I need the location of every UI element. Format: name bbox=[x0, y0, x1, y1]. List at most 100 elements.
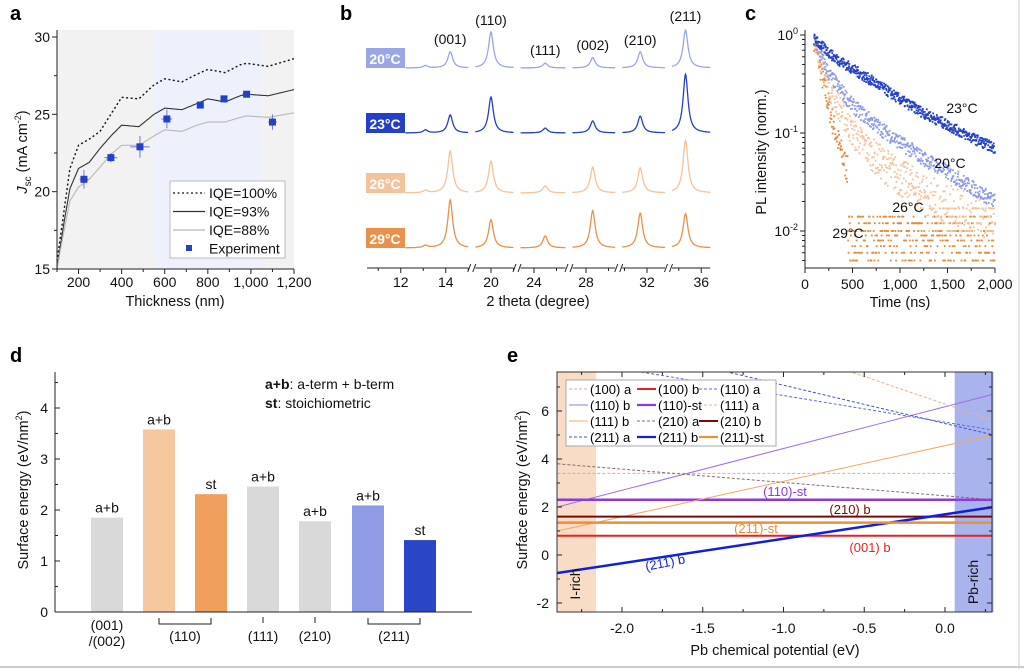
data-point bbox=[945, 124, 948, 127]
data-point bbox=[859, 126, 862, 129]
data-point bbox=[983, 201, 986, 204]
data-point bbox=[948, 164, 951, 167]
data-point bbox=[931, 158, 934, 161]
data-point bbox=[900, 97, 902, 99]
data-point bbox=[915, 104, 918, 107]
data-point bbox=[983, 142, 986, 145]
data-point bbox=[876, 166, 879, 169]
data-point bbox=[861, 134, 864, 137]
data-point bbox=[916, 160, 919, 162]
data-point bbox=[961, 195, 964, 198]
data-point bbox=[952, 131, 954, 134]
inline-label: (211)-st bbox=[734, 521, 778, 536]
legend-label: IQE=93% bbox=[209, 204, 269, 220]
data-point bbox=[829, 117, 832, 120]
data-point bbox=[962, 184, 964, 186]
data-point bbox=[873, 259, 876, 262]
data-point bbox=[830, 49, 832, 52]
data-point bbox=[941, 123, 944, 126]
data-point bbox=[898, 102, 901, 105]
data-point bbox=[905, 153, 907, 155]
experiment-point bbox=[220, 95, 228, 103]
data-point bbox=[828, 74, 831, 77]
data-point bbox=[854, 107, 857, 110]
data-point bbox=[929, 191, 932, 194]
data-point bbox=[873, 151, 876, 154]
data-point bbox=[865, 222, 868, 225]
data-point bbox=[902, 138, 904, 141]
data-point bbox=[836, 60, 839, 63]
data-point bbox=[880, 81, 883, 84]
peak-label: (001) bbox=[434, 31, 467, 47]
data-point bbox=[964, 230, 967, 232]
data-point bbox=[936, 165, 939, 168]
data-point bbox=[964, 182, 967, 185]
data-point bbox=[949, 259, 952, 262]
data-point bbox=[977, 228, 980, 231]
data-point bbox=[966, 190, 969, 192]
data-point bbox=[956, 175, 959, 178]
data-point bbox=[935, 185, 938, 187]
data-point bbox=[974, 194, 977, 197]
x-tick-label: 24 bbox=[526, 274, 542, 290]
experiment-point bbox=[242, 90, 251, 98]
data-point bbox=[962, 245, 965, 248]
data-point bbox=[830, 78, 833, 81]
data-point bbox=[834, 60, 836, 63]
data-point bbox=[973, 234, 976, 237]
data-point bbox=[884, 181, 887, 184]
data-point bbox=[962, 181, 965, 184]
data-point bbox=[855, 125, 858, 128]
data-point bbox=[986, 196, 989, 198]
data-point bbox=[895, 134, 898, 137]
data-point bbox=[915, 109, 918, 112]
data-point bbox=[874, 85, 877, 88]
data-point bbox=[850, 119, 853, 122]
data-point bbox=[850, 143, 853, 146]
data-point bbox=[876, 153, 879, 156]
data-point bbox=[841, 62, 844, 65]
data-point bbox=[825, 48, 828, 51]
data-point bbox=[853, 113, 856, 116]
data-point bbox=[866, 78, 869, 81]
data-point bbox=[889, 157, 892, 159]
data-point bbox=[885, 215, 888, 218]
data-point bbox=[903, 138, 906, 141]
data-point bbox=[870, 125, 872, 128]
data-point bbox=[949, 234, 952, 237]
data-point bbox=[840, 156, 843, 158]
data-point bbox=[849, 107, 852, 110]
data-point bbox=[914, 192, 917, 195]
data-point bbox=[842, 98, 844, 101]
data-point bbox=[918, 106, 920, 109]
data-point bbox=[881, 230, 884, 232]
data-point bbox=[916, 111, 918, 114]
y-tick-label: 4 bbox=[40, 400, 48, 416]
data-point bbox=[900, 102, 903, 105]
data-point bbox=[889, 259, 892, 262]
data-point bbox=[820, 72, 823, 75]
data-point bbox=[970, 230, 973, 232]
data-point bbox=[856, 66, 859, 68]
data-point bbox=[872, 163, 875, 166]
data-point bbox=[882, 88, 885, 90]
data-point bbox=[897, 92, 900, 95]
data-point bbox=[913, 152, 916, 155]
trace-segment bbox=[405, 149, 469, 194]
data-point bbox=[823, 62, 825, 65]
series-label: 23°C bbox=[946, 100, 977, 116]
data-point bbox=[925, 113, 928, 116]
data-point bbox=[955, 133, 957, 136]
data-point bbox=[933, 177, 936, 180]
data-point bbox=[957, 127, 960, 130]
data-point bbox=[817, 61, 820, 64]
data-point bbox=[878, 239, 881, 242]
data-point bbox=[911, 178, 914, 181]
data-point bbox=[940, 216, 942, 219]
temperature-label-box bbox=[366, 113, 405, 133]
x-tick-label: 12 bbox=[393, 274, 409, 290]
data-point bbox=[911, 165, 914, 168]
data-point bbox=[913, 230, 915, 232]
data-point bbox=[972, 132, 975, 135]
data-point bbox=[961, 215, 964, 218]
